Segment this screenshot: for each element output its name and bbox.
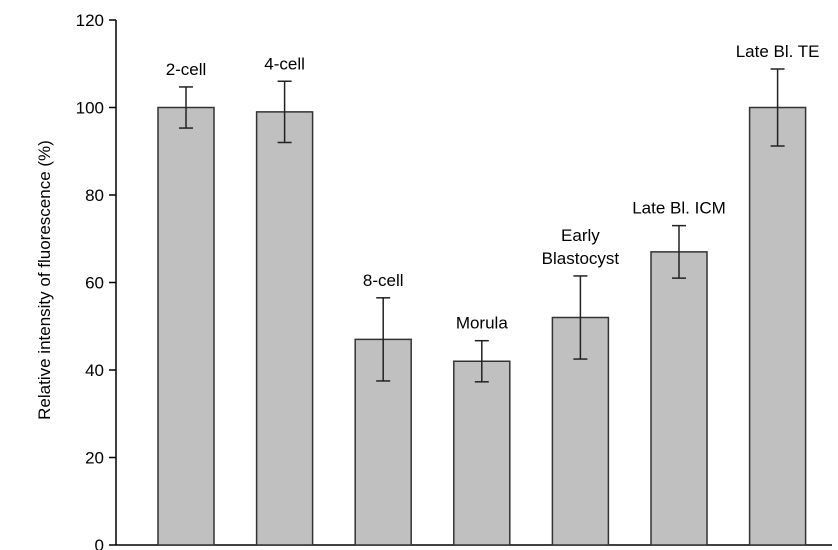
bar-label: Late Bl. ICM — [632, 199, 726, 218]
y-tick-label: 80 — [85, 186, 104, 205]
bar-2-cell — [157, 106, 215, 546]
bars: 2-cell 4-cell 8-cell Morula Early Blastocyst L… — [157, 42, 820, 546]
y-tick-label: 120 — [76, 11, 104, 30]
bar-label: 4-cell — [264, 54, 305, 73]
bar-late-bl-icm — [650, 251, 708, 546]
bar-label-line: 4-cell — [264, 54, 305, 73]
bar-label: Early Blastocyst — [542, 226, 620, 268]
bar-label: Late Bl. TE — [736, 42, 820, 61]
bar-morula — [453, 360, 511, 546]
bar-label-line: Morula — [456, 314, 509, 333]
y-tick-label: 0 — [95, 536, 104, 550]
bar-label: 2-cell — [166, 60, 207, 79]
bar-label-line: Late Bl. TE — [736, 42, 820, 61]
y-tick-label: 20 — [85, 449, 104, 468]
axes: 0 20 40 60 80 100 120 — [76, 11, 832, 550]
bar-label-line: Late Bl. ICM — [632, 199, 726, 218]
bar-label-line: 8-cell — [363, 271, 404, 290]
bar-label-line: Early — [561, 226, 600, 245]
bar-late-bl-te — [748, 106, 807, 546]
y-tick-label: 40 — [85, 361, 104, 380]
bar-label: 8-cell — [363, 271, 404, 290]
bar-label-line: Blastocyst — [542, 249, 620, 268]
y-tick-label: 100 — [76, 99, 104, 118]
bar-4-cell — [255, 111, 314, 546]
bar-label: Morula — [456, 314, 509, 333]
bar-label-line: 2-cell — [166, 60, 207, 79]
y-tick-label: 60 — [85, 274, 104, 293]
y-axis-title: Relative intensity of fluorescence (%) — [35, 140, 54, 420]
